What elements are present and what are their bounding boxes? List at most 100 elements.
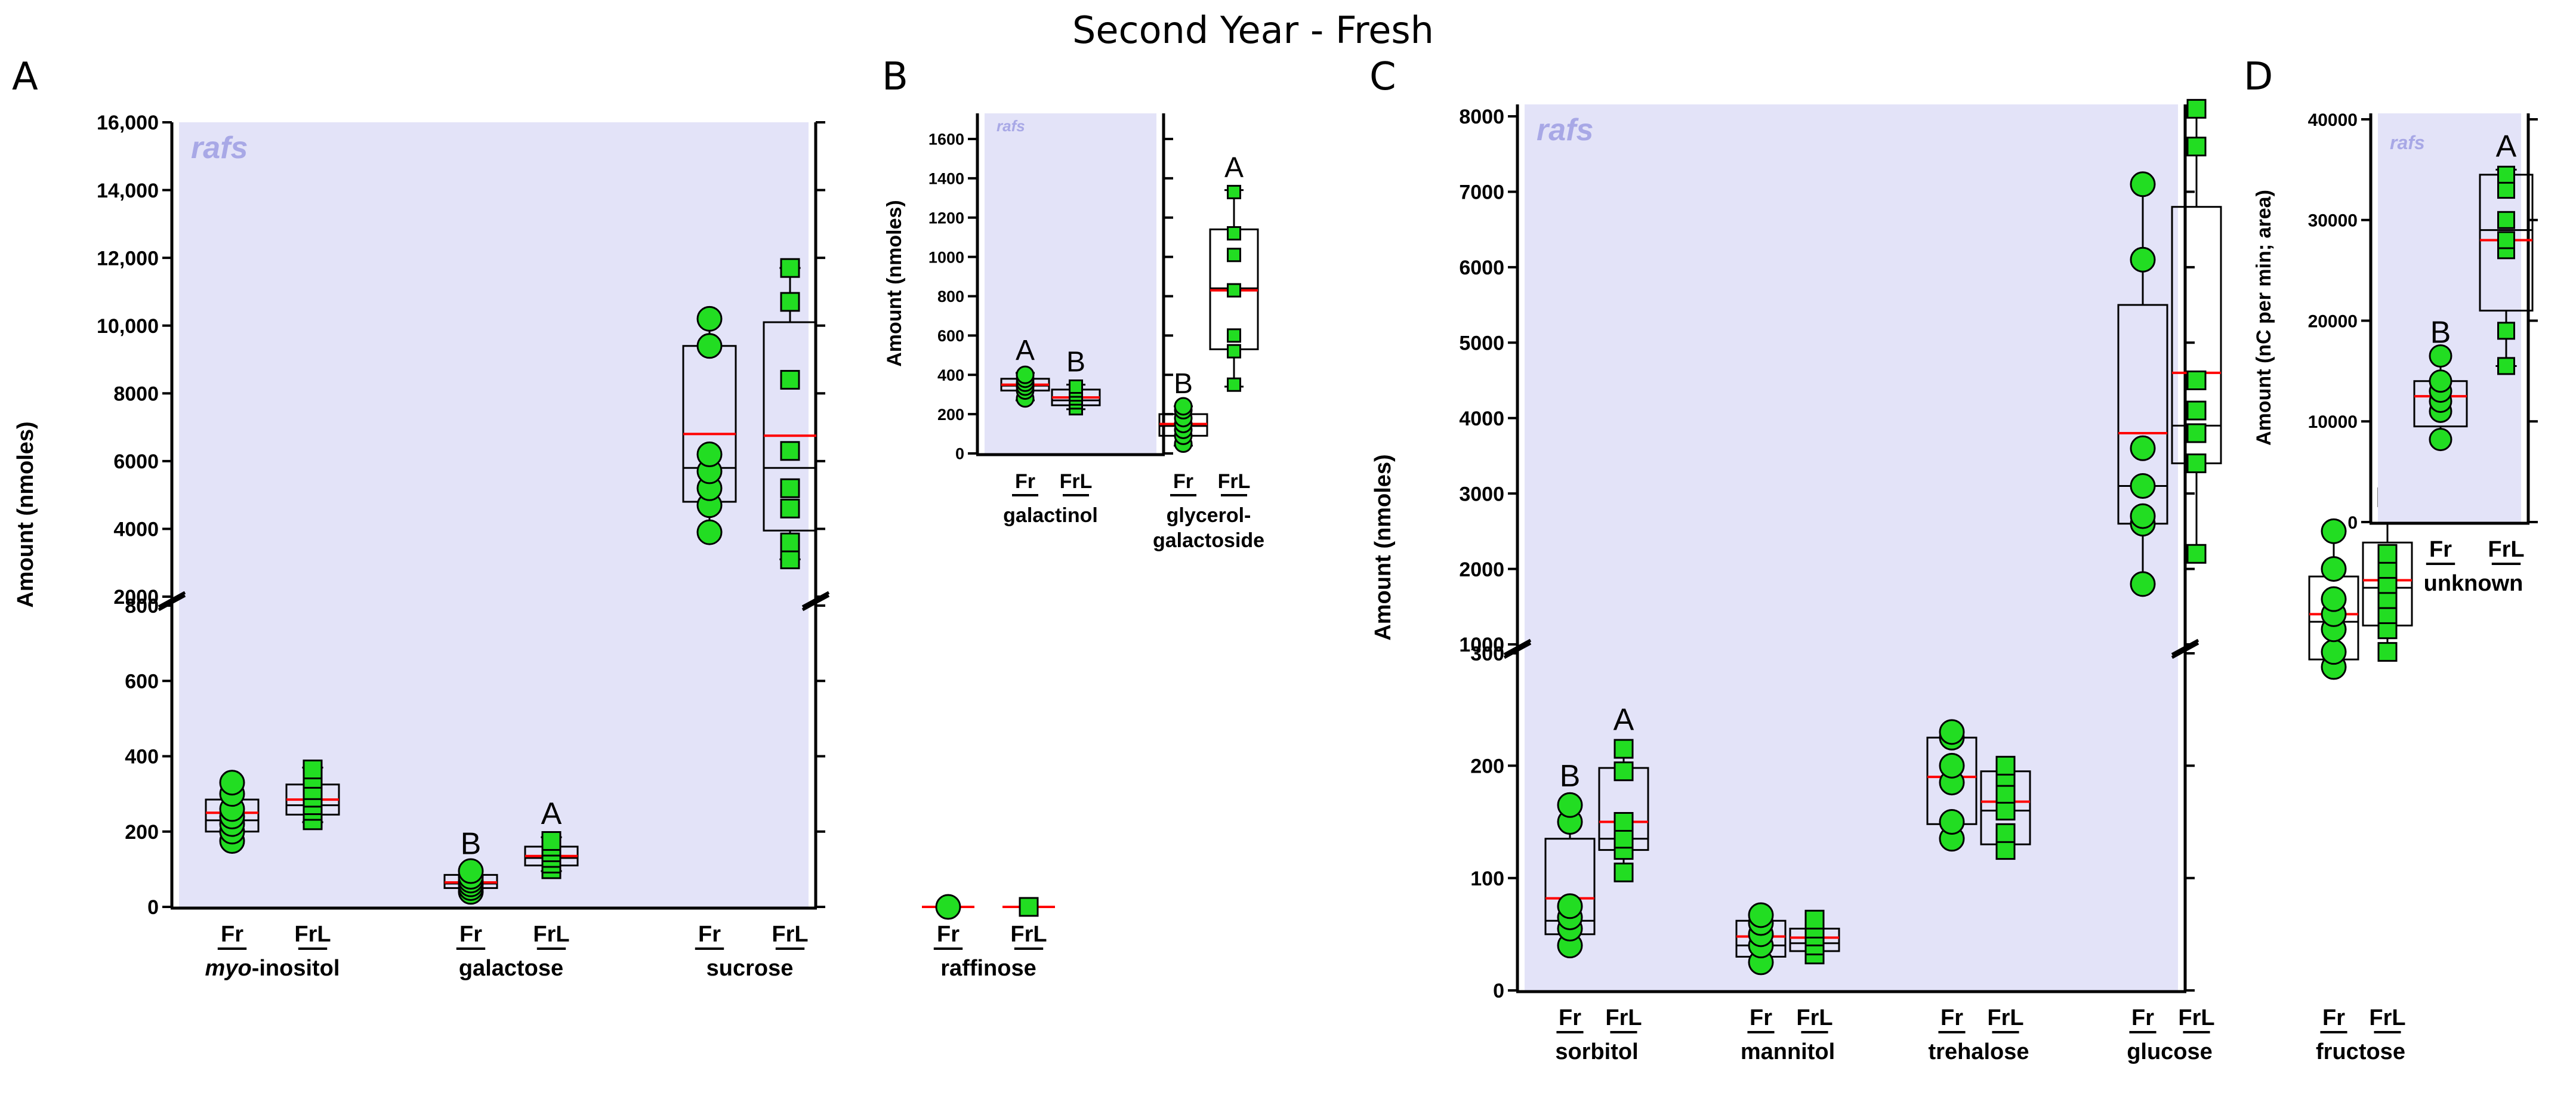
y-tick-label: 1600 <box>928 131 964 149</box>
data-point <box>1614 812 1634 832</box>
data-point <box>2497 231 2515 249</box>
data-point <box>696 333 723 359</box>
group-label: trehalose <box>1929 1039 2029 1064</box>
group-unknown: B Fr A FrL unknown <box>2413 129 2534 596</box>
data-point <box>2130 473 2156 499</box>
data-point <box>780 478 800 498</box>
y-tick-label: 1000 <box>928 248 964 266</box>
data-point <box>2497 322 2515 340</box>
category-label: Fr <box>698 922 721 947</box>
y-tick-label: 6000 <box>1459 257 1504 279</box>
data-point <box>303 760 323 780</box>
group-galactinol: A Fr B FrL galactinol <box>1000 335 1101 527</box>
y-tick-label: 12,000 <box>97 247 159 270</box>
y-tick-label: 1400 <box>928 170 964 188</box>
group-label: fructose <box>2316 1039 2405 1064</box>
data-point <box>1227 283 1241 298</box>
data-point <box>780 441 800 461</box>
data-point <box>2186 137 2207 157</box>
data-point <box>2497 181 2515 199</box>
data-point <box>2130 435 2156 461</box>
category-label: FrL <box>294 922 331 947</box>
category-label: FrL <box>2369 1005 2405 1030</box>
y-tick-label: 4000 <box>113 518 159 541</box>
category-label: FrL <box>1987 1005 2023 1030</box>
group-sorbitol: B Fr A FrL sorbitol <box>1544 703 1649 1064</box>
data-point <box>2186 544 2207 564</box>
group-raffinose: Fr FrL raffinose <box>922 894 1055 981</box>
y-tick-label: 200 <box>937 406 964 424</box>
category-label: Fr <box>2322 1005 2345 1030</box>
y-tick-label: 7000 <box>1459 181 1504 204</box>
category-label: Fr <box>2131 1005 2154 1030</box>
data-point <box>2429 369 2452 393</box>
watermark: rafs <box>191 131 248 165</box>
y-tick-label: 800 <box>937 288 964 305</box>
data-point <box>1227 328 1241 343</box>
data-point <box>1557 792 1583 818</box>
data-point <box>780 292 800 312</box>
data-point <box>1939 809 1965 835</box>
y-tick-label: 2000 <box>1459 558 1504 581</box>
data-point <box>1939 719 1965 745</box>
data-point <box>2130 571 2156 597</box>
group-label: myo-inositol <box>205 956 340 981</box>
data-point <box>1016 365 1035 384</box>
y-tick-label: 40000 <box>2308 110 2358 130</box>
group-label: galactinol <box>1003 504 1098 527</box>
group-label: sorbitol <box>1555 1039 1638 1064</box>
category-label: FrL <box>1010 922 1047 947</box>
axis-break-mark <box>2171 638 2199 656</box>
group-glucose: Fr FrL glucose <box>2117 98 2222 1064</box>
group-label: sucrose <box>707 956 794 981</box>
data-point <box>696 519 723 545</box>
panel-letter: A <box>12 55 38 99</box>
y-tick-label: 1000 <box>1459 634 1504 656</box>
y-tick-label: 20000 <box>2308 311 2358 331</box>
data-point <box>780 370 800 390</box>
y-tick-label: 3000 <box>1459 483 1504 505</box>
data-point <box>2497 211 2515 229</box>
data-point <box>1227 344 1241 359</box>
box <box>763 321 817 532</box>
group-label: glucose <box>2127 1039 2213 1064</box>
data-point <box>1748 902 1774 928</box>
group-label: mannitol <box>1741 1039 1835 1064</box>
data-point <box>780 550 800 570</box>
category-label: Fr <box>1173 470 1193 493</box>
y-tick-label: 400 <box>125 746 159 768</box>
significance-letter: A <box>1016 335 1035 366</box>
data-point <box>1995 840 2016 860</box>
y-tick-label: 0 <box>147 896 159 919</box>
y-tick-label: 200 <box>125 821 159 844</box>
data-point <box>1614 829 1634 849</box>
y-tick-label: 400 <box>937 366 964 384</box>
data-point <box>1995 801 2016 821</box>
watermark: rafs <box>2390 132 2425 153</box>
data-point <box>935 894 961 920</box>
data-point <box>2429 428 2452 452</box>
group-myo-inositol: Fr FrL myo-inositol <box>205 760 340 981</box>
data-point <box>780 258 800 278</box>
panel-letter: C <box>1369 55 1396 99</box>
axis-break-mark <box>158 594 186 612</box>
data-point <box>2130 171 2156 197</box>
watermark: rafs <box>997 117 1025 135</box>
data-point <box>2321 639 2347 665</box>
category-label: FrL <box>2178 1005 2214 1030</box>
category-label: FrL <box>1605 1005 1642 1030</box>
y-axis-label: Amount (nmoles) <box>1371 454 1396 640</box>
data-point <box>2321 556 2347 582</box>
data-point <box>2186 371 2207 390</box>
data-point <box>2377 642 2398 662</box>
data-point <box>2497 165 2515 184</box>
y-tick-label: 100 <box>1470 868 1504 890</box>
group-fructose: Fr FrL fructose <box>2308 487 2413 1064</box>
y-tick-label: 5000 <box>1459 332 1504 355</box>
data-point <box>2186 98 2207 119</box>
data-point <box>2186 423 2207 443</box>
significance-letter: B <box>2430 316 2451 350</box>
